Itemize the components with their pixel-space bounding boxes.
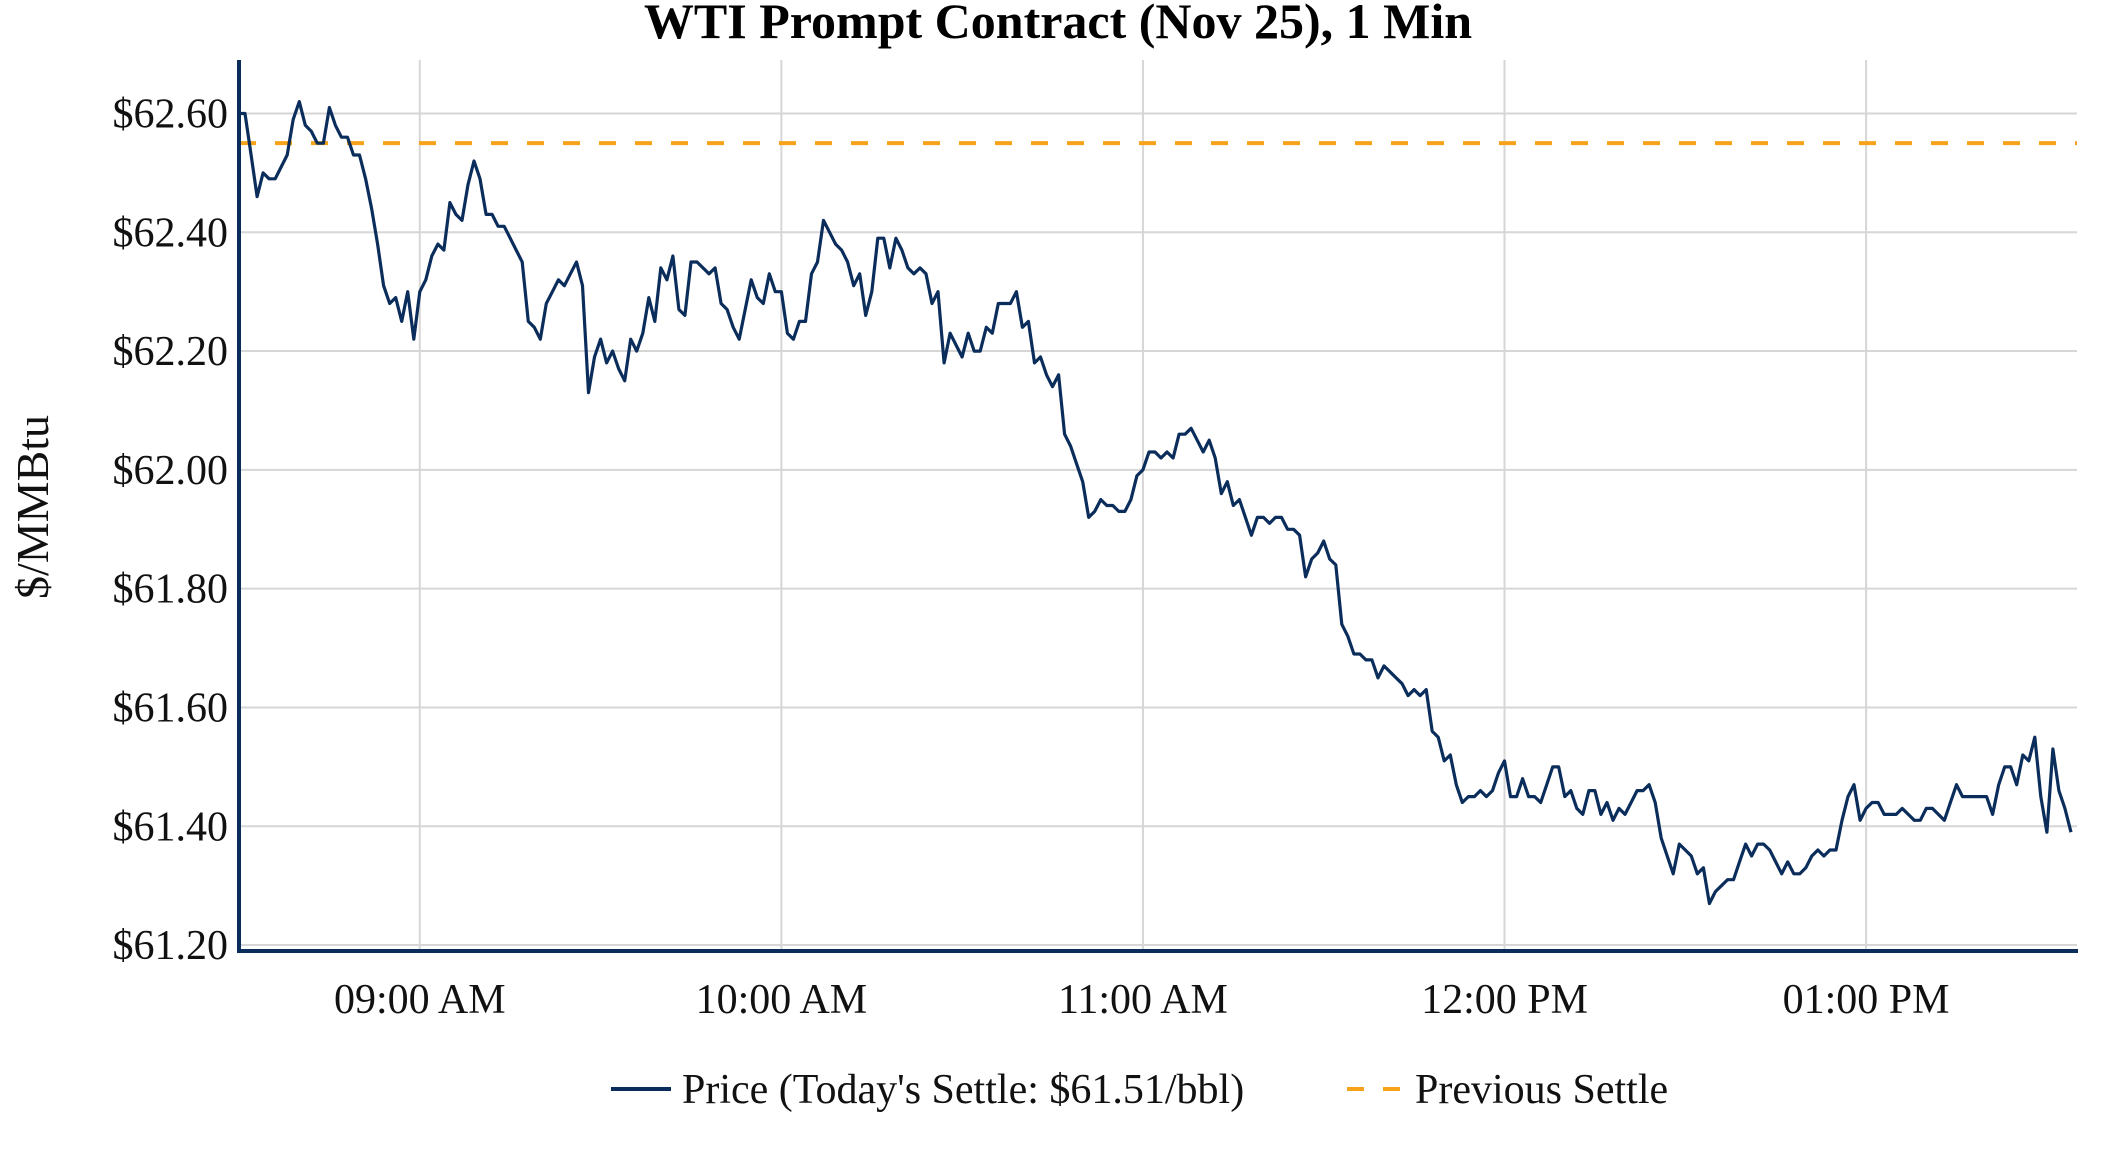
x-tick-label: 11:00 AM	[1058, 977, 1228, 1023]
price-line	[239, 99, 2073, 906]
x-tick-label: 01:00 PM	[1783, 977, 1950, 1023]
y-axis-label: $/MMBtu	[7, 415, 58, 599]
x-axis-ticks: 09:00 AM 10:00 AM 11:00 AM 12:00 PM 01:00 PM	[334, 977, 1949, 1023]
x-tick-label: 10:00 AM	[696, 977, 868, 1023]
y-tick-label: $62.00	[113, 448, 229, 494]
gridlines	[239, 60, 2077, 951]
x-tick-label: 12:00 PM	[1421, 977, 1588, 1023]
x-tick-label: 09:00 AM	[334, 977, 506, 1023]
legend-price-label: Price (Today's Settle: $61.51/bbl)	[682, 1067, 1244, 1113]
y-tick-label: $61.60	[113, 685, 229, 731]
chart-title: WTI Prompt Contract (Nov 25), 1 Min	[644, 0, 1472, 49]
y-tick-label: $62.60	[113, 91, 229, 137]
y-tick-label: $61.40	[113, 804, 229, 850]
y-tick-label: $62.40	[113, 210, 229, 256]
y-tick-label: $62.20	[113, 329, 229, 375]
y-tick-label: $61.20	[113, 923, 229, 969]
legend: Price (Today's Settle: $61.51/bbl) Previ…	[611, 1067, 1668, 1113]
series-layer	[239, 99, 2077, 906]
legend-previous-settle-label: Previous Settle	[1415, 1067, 1668, 1113]
y-tick-label: $61.80	[113, 567, 229, 613]
y-axis-ticks: $61.20 $61.40 $61.60 $61.80 $62.00 $62.20 $62.…	[113, 91, 229, 969]
